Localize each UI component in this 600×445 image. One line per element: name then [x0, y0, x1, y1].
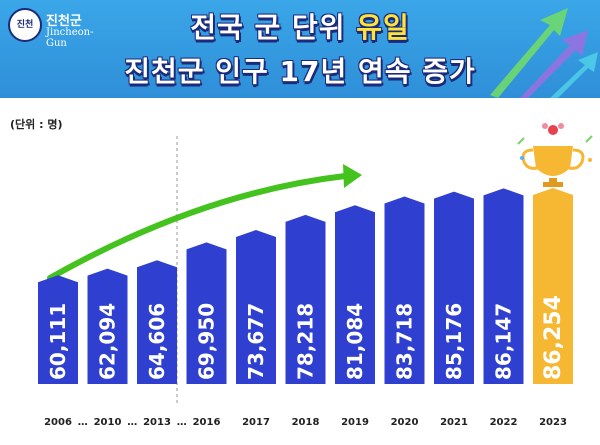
title-prefix: 전국 군 단위: [190, 11, 357, 44]
bar-2020: [384, 196, 425, 384]
bar-2017: [236, 229, 276, 384]
bar-2013: [137, 260, 177, 384]
x-tick-2023: 2023: [539, 417, 567, 428]
population-bar-chart: 60,111 62,094 64,606 69,950 73,677 78,218 81,0…: [38, 123, 593, 428]
x-tick-2022: 2022: [490, 417, 518, 428]
bar-2021: [434, 191, 474, 384]
x-axis-labels: 2006 2010 2013 2016 2017 2018 2019 2020 2021 2022…: [44, 417, 567, 428]
bar-2022: [483, 188, 524, 384]
bar-2019: [335, 205, 375, 384]
title-line-2: 진천군 인구 17년 연속 증가: [124, 55, 476, 88]
jincheon-logo: 진천 진천군 Jincheon-Gun: [8, 8, 108, 49]
x-tick-2017: 2017: [242, 417, 270, 428]
x-tick-2020: 2020: [391, 417, 419, 428]
x-tick-2018: 2018: [292, 417, 320, 428]
value-label-2017: 73,677: [244, 303, 268, 380]
value-label-2020: 83,718: [393, 303, 417, 380]
trophy-icon: [517, 123, 593, 187]
x-tick-2013: 2013: [143, 417, 171, 428]
bar-2016: [186, 242, 227, 384]
value-label-2013: 64,606: [145, 303, 169, 380]
x-tick-2016: 2016: [193, 417, 221, 428]
logo-korean-text: 진천군: [46, 14, 82, 29]
bar-2023: [533, 188, 573, 384]
x-tick-2019: 2019: [341, 417, 369, 428]
value-label-2022: 86,147: [492, 303, 516, 380]
logo-english-text: Jincheon-Gun: [46, 27, 94, 49]
x-tick-2021: 2021: [440, 417, 468, 428]
header-banner: 진천 진천군 Jincheon-Gun 전국 군 단위 유일 진천군 인구 17…: [0, 0, 600, 98]
growth-arrows-decoration: [490, 8, 598, 98]
x-tick-2010: 2010: [94, 417, 122, 428]
x-tick-2006: 2006: [44, 417, 72, 428]
value-label-2021: 85,176: [442, 303, 466, 380]
unit-label: (단위 : 명): [10, 118, 63, 131]
x-axis-gap-separator: …: [78, 417, 88, 428]
value-label-2018: 78,218: [294, 303, 318, 380]
bar-2006: [38, 275, 78, 384]
value-label-2006: 60,111: [46, 303, 70, 380]
bar-2010: [87, 268, 128, 384]
value-label-2010: 62,094: [96, 303, 120, 380]
x-axis-gap-separator: …: [127, 417, 137, 428]
title-highlight: 유일: [356, 11, 410, 44]
growth-arrow: [47, 164, 362, 281]
logo-emblem-icon: 진천: [8, 8, 42, 42]
title-line-1: 전국 군 단위 유일: [0, 6, 600, 46]
bars-group: 60,111 62,094 64,606 69,950 73,677 78,218 81,0…: [38, 188, 573, 384]
value-label-2016: 69,950: [195, 303, 219, 380]
x-axis-gap-separator: …: [177, 417, 187, 428]
value-label-2023: 86,254: [541, 295, 566, 380]
value-label-2019: 81,084: [343, 303, 367, 380]
bar-2018: [285, 214, 326, 384]
growth-arrow-icon: [490, 8, 598, 98]
